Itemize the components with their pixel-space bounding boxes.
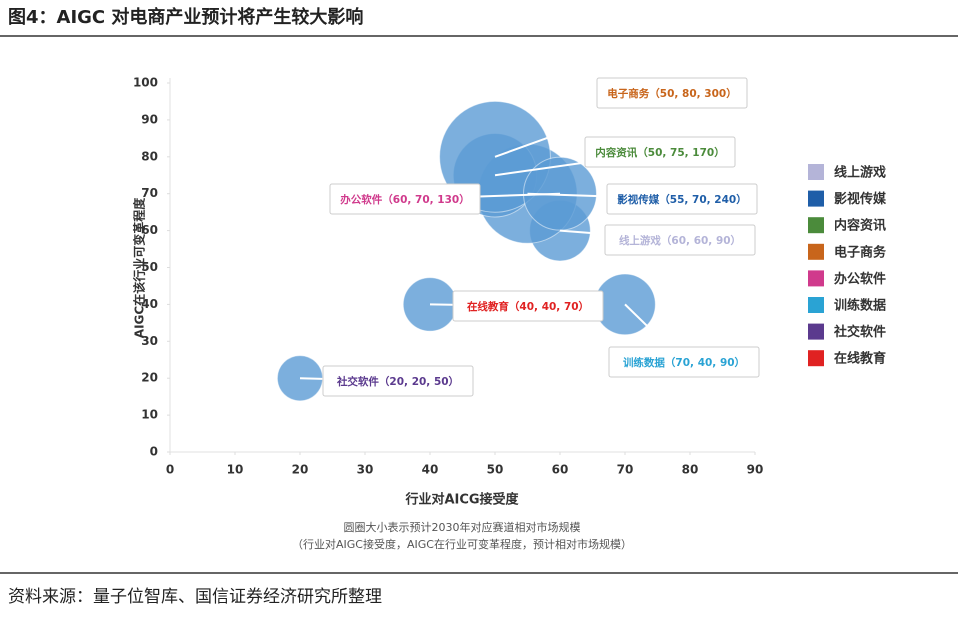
y-tick-label: 60	[141, 223, 158, 237]
y-axis-label: AIGC在该行业可变革程度	[132, 197, 147, 338]
legend-swatch	[808, 190, 824, 207]
legend-label: 电子商务	[834, 244, 887, 260]
callout-label: 电子商务（50, 80, 300）	[607, 87, 736, 100]
source: 资料来源：量子位智库、国信证券经济研究所整理	[8, 587, 382, 607]
callout-box	[596, 77, 748, 109]
legend-label: 内容资讯	[834, 218, 886, 234]
legend-label: 线上游戏	[834, 165, 886, 181]
legend-label: 在线教育	[834, 351, 886, 367]
legend-swatch	[808, 297, 824, 313]
callout-label: 影视传媒（55, 70, 240）	[617, 193, 746, 206]
legend-label: 办公软件	[834, 271, 886, 287]
callout-label: 内容资讯（50, 75, 170）	[595, 146, 724, 159]
x-tick-label: 60	[552, 463, 569, 477]
callout-box	[606, 183, 758, 215]
y-tick-label: 100	[133, 76, 158, 90]
callout-box	[608, 346, 760, 378]
callout-label: 在线教育（40, 40, 70）	[467, 300, 589, 313]
x-tick-label: 50	[487, 463, 504, 477]
x-tick-label: 90	[747, 463, 764, 477]
note: 圆圈大小表示预计2030年对应赛道相对市场规模	[344, 520, 581, 534]
y-tick-label: 10	[141, 408, 158, 422]
note: （行业对AIGC接受度，AIGC在行业可变革程度，预计相对市场规模）	[292, 537, 632, 551]
x-axis-label: 行业对AICG接受度	[404, 492, 519, 508]
legend-label: 训练数据	[834, 298, 886, 314]
y-tick-label: 50	[141, 260, 158, 274]
y-tick-label: 90	[141, 112, 158, 126]
callout-box	[329, 183, 481, 215]
legend-swatch	[808, 164, 824, 180]
y-tick-label: 70	[141, 186, 158, 200]
callout-label: 社交软件（20, 20, 50）	[336, 375, 459, 388]
y-tick-label: 20	[141, 371, 158, 385]
x-tick-label: 20	[292, 463, 309, 477]
x-tick-label: 70	[617, 463, 634, 477]
legend-swatch	[808, 323, 824, 340]
callout-box	[604, 224, 756, 256]
callout-label: 线上游戏（60, 60, 90）	[619, 234, 741, 247]
legend-swatch	[808, 217, 824, 234]
x-tick-label: 40	[422, 463, 439, 477]
callout-label: 办公软件（60, 70, 130）	[340, 193, 469, 206]
y-tick-label: 30	[141, 334, 158, 348]
legend-label: 社交软件	[833, 324, 886, 340]
x-tick-label: 80	[682, 463, 699, 477]
x-tick-label: 0	[166, 463, 174, 477]
legend-swatch	[808, 350, 824, 367]
callout-box	[452, 290, 604, 322]
legend-swatch	[808, 243, 824, 260]
y-tick-label: 80	[141, 149, 158, 163]
x-tick-label: 10	[227, 463, 244, 477]
y-tick-label: 40	[141, 297, 158, 311]
legend-label: 影视传媒	[834, 191, 887, 207]
callout-box	[584, 136, 736, 168]
figure-title: 图4：AIGC 对电商产业预计将产生较大影响	[8, 6, 363, 28]
y-tick-label: 0	[150, 445, 158, 459]
callout-box	[322, 365, 474, 397]
callout-label: 训练数据（70, 40, 90）	[623, 356, 745, 369]
x-tick-label: 30	[357, 463, 374, 477]
legend-swatch	[808, 270, 824, 287]
